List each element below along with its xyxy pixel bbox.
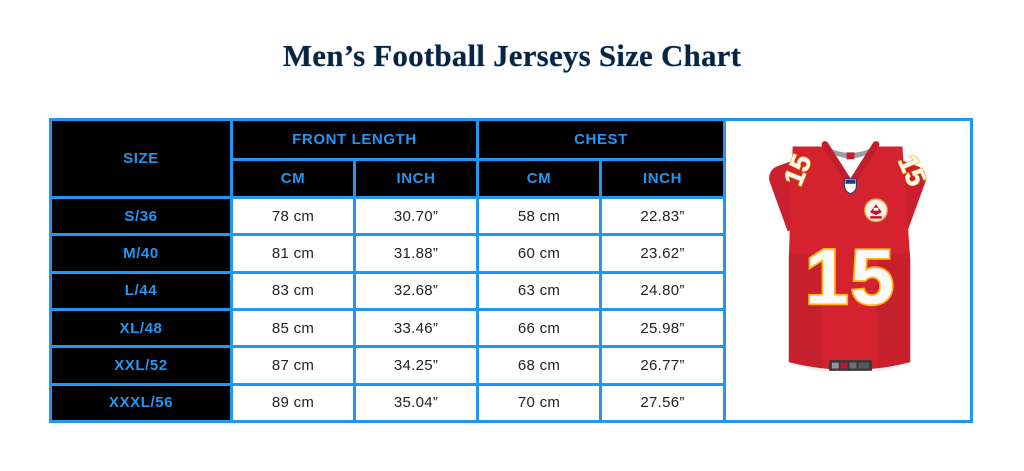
front-cm-cell: 87 cm [233,348,353,383]
size-cell: M/40 [52,236,230,271]
chest-cm-cell: 58 cm [479,199,599,234]
chest-inch-cell: 22.83” [602,199,723,234]
chest-cm-cell: 63 cm [479,273,599,308]
size-cell: XL/48 [52,310,230,346]
chest-cm-cell: 66 cm [479,310,599,346]
front-inch-cell: 34.25” [356,348,476,383]
header-front-length: FRONT LENGTH [233,121,476,158]
header-front-inch: INCH [356,161,476,196]
chest-inch-cell: 27.56” [602,385,723,420]
size-cell: XXXL/56 [52,385,230,420]
jersey-product-image: 15 15 15 [726,121,970,420]
chest-inch-cell: 26.77” [602,348,723,383]
hem-tag [829,360,873,372]
header-chest-inch: INCH [602,161,723,196]
size-chart-table: SIZE FRONT LENGTH CHEST [49,118,973,423]
header-front-cm: CM [233,161,353,196]
chest-cm-cell: 70 cm [479,385,599,420]
front-inch-cell: 31.88” [356,236,476,271]
size-cell: L/44 [52,273,230,308]
front-cm-cell: 85 cm [233,310,353,346]
front-cm-cell: 81 cm [233,236,353,271]
chest-cm-cell: 68 cm [479,348,599,383]
chest-inch-cell: 24.80” [602,273,723,308]
nfl-shield-icon [844,178,858,195]
jersey-number-front: 15 [805,233,896,321]
front-inch-cell: 32.68” [356,273,476,308]
front-inch-cell: 35.04” [356,385,476,420]
size-cell: XXL/52 [52,348,230,383]
chest-inch-cell: 25.98” [602,310,723,346]
header-size: SIZE [52,121,230,196]
header-chest: CHEST [479,121,723,158]
front-inch-cell: 33.46” [356,310,476,346]
front-cm-cell: 83 cm [233,273,353,308]
front-cm-cell: 78 cm [233,199,353,234]
size-cell: S/36 [52,199,230,234]
front-cm-cell: 89 cm [233,385,353,420]
team-patch-icon [864,198,889,223]
page-title: Men’s Football Jerseys Size Chart [282,38,742,73]
chest-inch-cell: 23.62” [602,236,723,271]
front-inch-cell: 30.70” [356,199,476,234]
jersey-back-collar [826,147,876,159]
jersey-illustration: 15 15 15 [765,141,934,373]
chest-cm-cell: 60 cm [479,236,599,271]
header-chest-cm: CM [479,161,599,196]
